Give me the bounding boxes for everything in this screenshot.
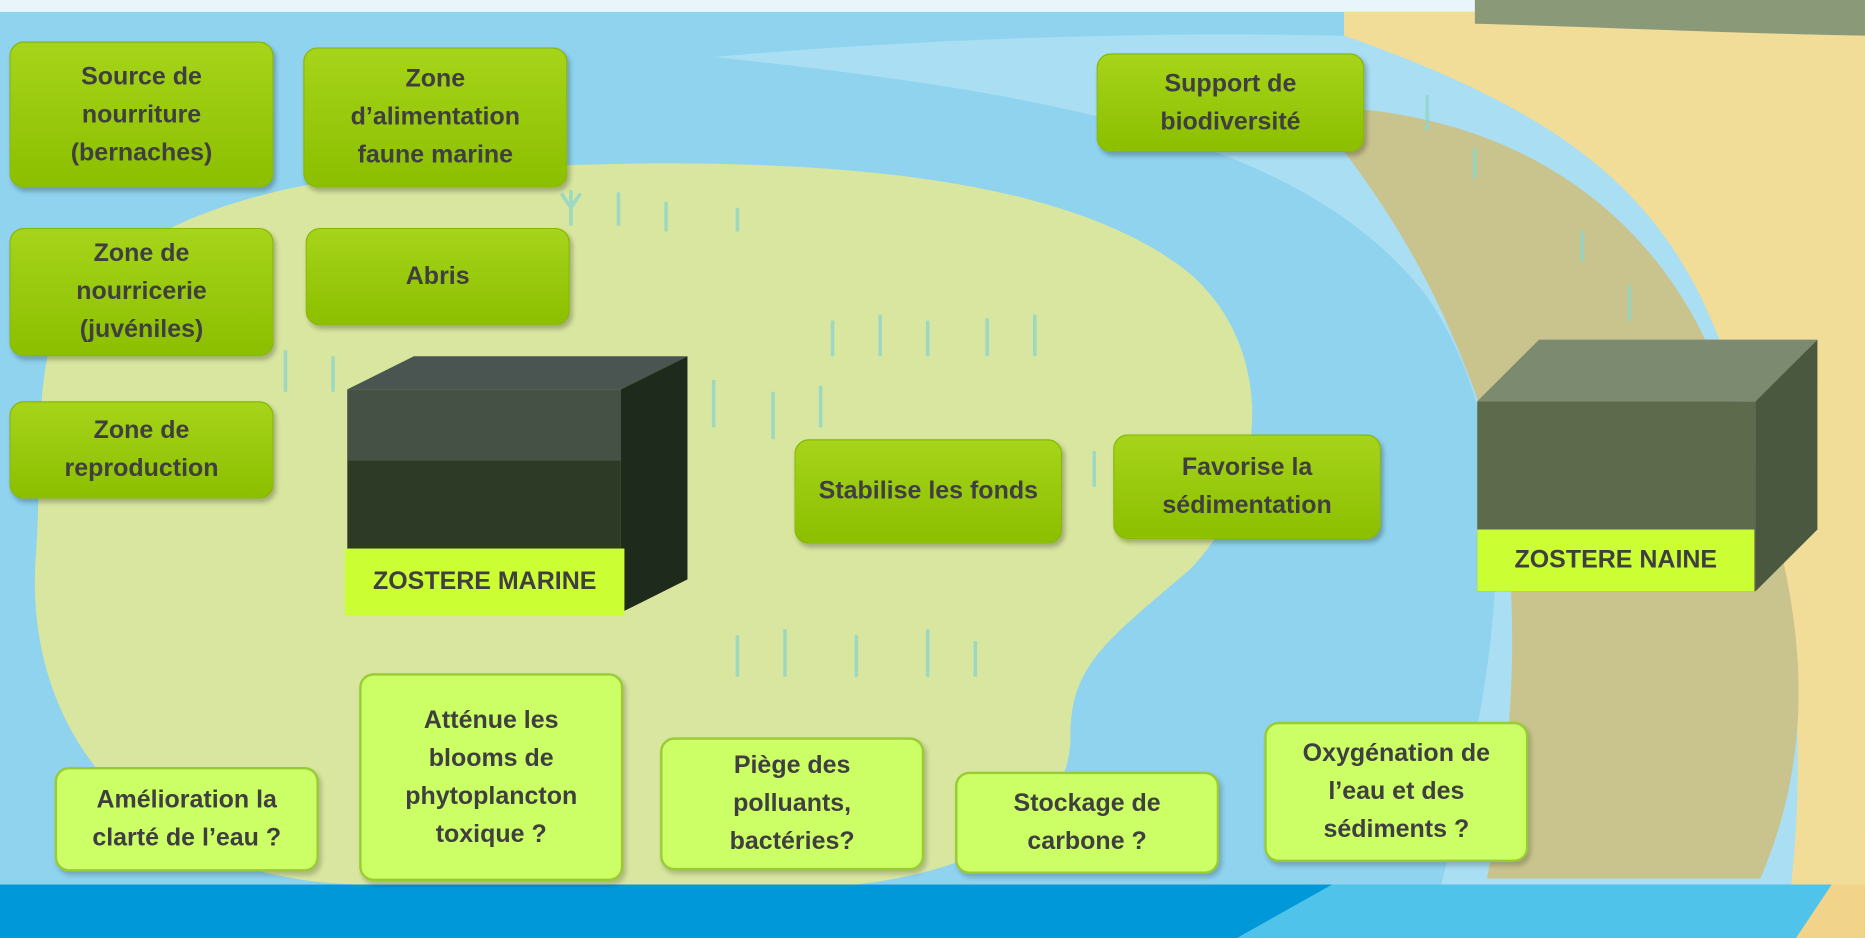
habitat-label: ZOSTERE NAINE xyxy=(1477,529,1755,592)
function-box: Stabilise les fonds xyxy=(794,439,1063,544)
question-box: Piège des polluants, bactéries? xyxy=(660,737,925,871)
question-box: Amélioration la clarté de l’eau ? xyxy=(54,766,319,872)
function-box: Zone de reproduction xyxy=(9,401,274,499)
function-box: Source de nourriture (bernaches) xyxy=(9,41,274,188)
question-box: Oxygénation de l’eau et des sédiments ? xyxy=(1264,721,1529,862)
question-box: Atténue les blooms de phytoplancton toxi… xyxy=(359,673,624,881)
function-box: Zone de nourricerie (juvéniles) xyxy=(9,227,274,357)
function-box: Zone d’alimentation faune marine xyxy=(303,47,568,188)
question-box: Stockage de carbone ? xyxy=(955,771,1220,874)
function-box: Favorise la sédimentation xyxy=(1113,434,1381,540)
function-box: Abris xyxy=(305,227,570,326)
habitat-label: ZOSTERE MARINE xyxy=(344,548,625,616)
function-box: Support de biodiversité xyxy=(1096,53,1365,152)
